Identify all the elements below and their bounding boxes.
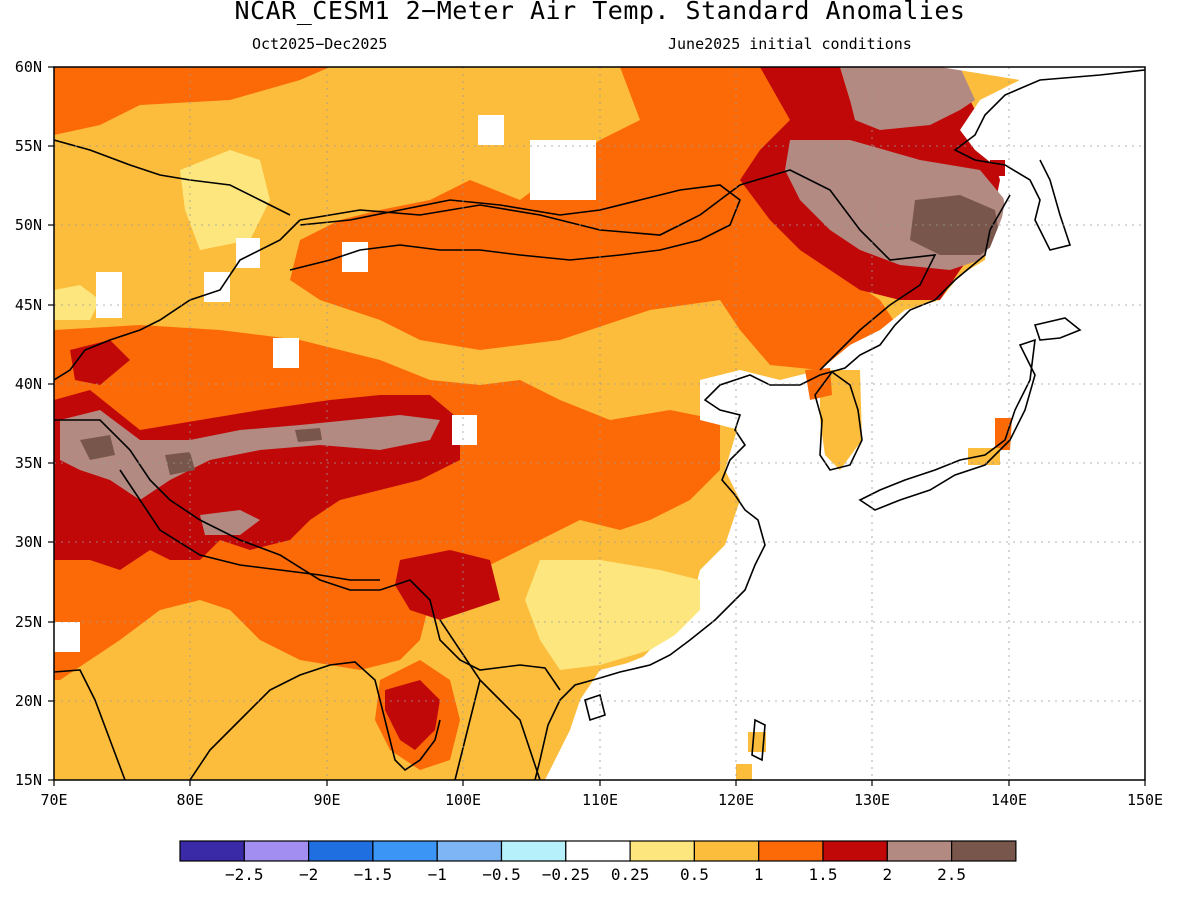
colorbar: −2.5 −2 −1.5 −1 −0.5 −0.25 0.25 0.5 1 1.5 2 2.5 (179, 840, 1017, 884)
longitude-labels: 70E 80E 90E 100E 110E 120E 130E 140E 150… (40, 791, 1163, 809)
coastline-taiwan (751, 718, 766, 762)
border-mongolia (289, 184, 741, 271)
colorbar-label: 2 (882, 865, 892, 884)
colorbar-label: −0.25 (542, 865, 590, 884)
colorbar-swatch (950, 840, 1017, 862)
no-data-cell (273, 338, 299, 368)
border-mainland-se-asia (439, 619, 541, 780)
colorbar-swatch (822, 840, 888, 862)
lat-label: 40N (15, 375, 42, 393)
lon-label: 80E (176, 791, 203, 809)
lon-label: 100E (445, 791, 481, 809)
lat-label: 20N (15, 692, 42, 710)
no-data-cell (452, 415, 477, 445)
colorbar-label: −2 (299, 865, 318, 884)
border-himalaya (119, 469, 380, 581)
forecast-period: Oct2025−Dec2025 (252, 35, 388, 53)
no-data-cell (342, 242, 368, 272)
anomaly-1-1.5-region (54, 67, 330, 135)
anomaly-above-2.5-region (295, 428, 322, 442)
colorbar-label: −2.5 (225, 865, 264, 884)
colorbar-label: 2.5 (937, 865, 966, 884)
anomaly-2-2.5-region (60, 410, 440, 500)
coastline-hainan (584, 693, 606, 722)
colorbar-label: 1 (754, 865, 764, 884)
lon-label: 110E (582, 791, 618, 809)
lat-label: 60N (15, 58, 42, 76)
tick-marks (48, 66, 1146, 786)
anomaly-1-1.5-region (54, 325, 720, 680)
lon-label: 150E (1127, 791, 1163, 809)
anomaly-1.5-2-region (385, 680, 440, 750)
colorbar-swatch (372, 840, 438, 862)
lat-label: 50N (15, 216, 42, 234)
colorbar-label: 0.25 (611, 865, 650, 884)
coastlines (54, 69, 1145, 780)
anomaly-above-2.5-region (80, 435, 115, 460)
no-data-cell (204, 272, 230, 302)
colorbar-swatch (436, 840, 503, 862)
lon-label: 140E (991, 791, 1027, 809)
lat-label: 45N (15, 296, 42, 314)
colorbar-swatch (179, 840, 245, 862)
border-china (54, 169, 937, 691)
colorbar-label: −0.5 (482, 865, 521, 884)
colorbar-swatch (758, 840, 824, 862)
colorbar-label: −1 (428, 865, 447, 884)
colorbar-swatch (693, 840, 760, 862)
no-data-cell (54, 622, 80, 652)
anomaly-0.25-0.5-region (525, 560, 700, 670)
initial-conditions: June2025 initial conditions (668, 35, 912, 53)
no-data-cell (530, 140, 596, 200)
lon-label: 130E (854, 791, 890, 809)
latitude-labels: 15N 20N 25N 30N 35N 40N 45N 50N 55N 60N (15, 58, 42, 789)
anomaly-above-2.5-region (910, 195, 1000, 255)
anomaly-fields (54, 67, 1145, 780)
border-kazakhstan (54, 139, 291, 216)
no-data-cell (478, 115, 504, 145)
anomaly-2-2.5-region (840, 67, 975, 130)
no-data-cell (236, 238, 260, 268)
colorbar-swatch (500, 840, 567, 862)
colorbar-swatch (886, 840, 953, 862)
lat-label: 25N (15, 613, 42, 631)
colorbar-label: 1.5 (809, 865, 838, 884)
anomaly-0.25-0.5-region (54, 285, 100, 320)
coastline-india (54, 661, 441, 780)
anomaly-0.5-1-region (968, 448, 1000, 465)
anomaly-0.5-1-region (736, 764, 752, 780)
chart-title: NCAR_CESM1 2−Meter Air Temp. Standard An… (234, 0, 966, 25)
coastline-korea (814, 370, 863, 471)
lat-label: 55N (15, 137, 42, 155)
coastline-east-asia (534, 69, 1145, 780)
lat-label: 15N (15, 771, 42, 789)
lon-label: 70E (40, 791, 67, 809)
colorbar-swatch (629, 840, 695, 862)
colorbar-swatch (565, 840, 631, 862)
colorbar-swatch (308, 840, 374, 862)
no-data-cell (96, 272, 122, 318)
colorbar-label: −1.5 (354, 865, 393, 884)
anomaly-1-1.5-region (290, 67, 900, 370)
colorbar-label: 0.5 (680, 865, 709, 884)
anomaly-2-2.5-region (200, 510, 260, 535)
coastline-hokkaido (1033, 317, 1082, 341)
colorbar-swatch (243, 840, 310, 862)
coastline-japan (858, 338, 1036, 511)
anomaly-1.5-2-region (395, 550, 500, 620)
lon-label: 120E (718, 791, 754, 809)
lon-label: 90E (313, 791, 340, 809)
anomaly-above-2.5-region (165, 452, 195, 475)
lat-label: 35N (15, 454, 42, 472)
lat-label: 30N (15, 533, 42, 551)
